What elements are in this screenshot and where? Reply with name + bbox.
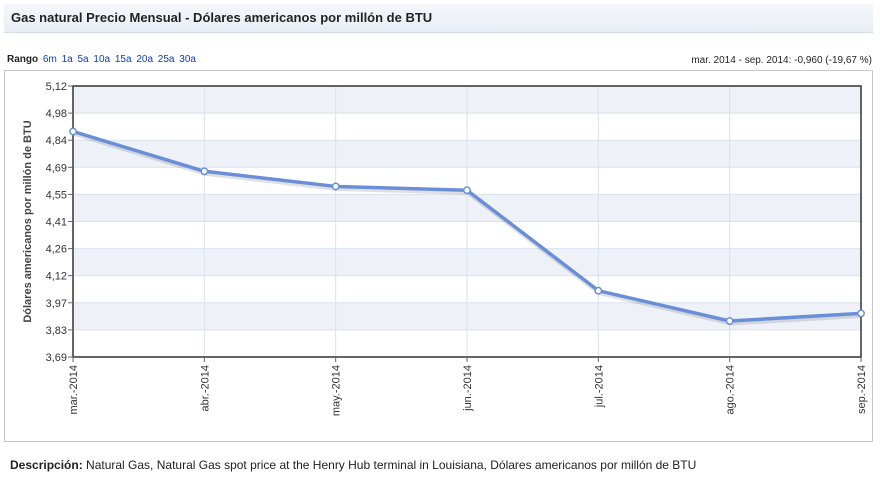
- x-tick-label: may.-2014: [331, 365, 343, 416]
- range-option-25a[interactable]: 25a: [157, 54, 175, 65]
- range-option-30a[interactable]: 30a: [179, 54, 196, 65]
- data-point: [857, 309, 865, 318]
- x-tick-label: jun.-2014: [462, 365, 474, 412]
- data-point: [463, 186, 471, 195]
- range-option-5a[interactable]: 5a: [77, 54, 89, 65]
- range-option-6m[interactable]: 6m: [42, 54, 57, 65]
- data-point: [725, 317, 734, 325]
- x-tick-label: ago.-2014: [725, 365, 737, 415]
- range-option-20a[interactable]: 20a: [136, 54, 154, 65]
- range-option-15a[interactable]: 15a: [114, 54, 132, 65]
- chart-frame: 3,69 3,83 3,97 4,12 4,26 4,41 4,55 4,69 4,84 4,98…: [4, 70, 873, 442]
- description: Descripción: Natural Gas, Natural Gas sp…: [10, 458, 696, 472]
- range-option-10a[interactable]: 10a: [93, 54, 111, 65]
- x-tick-label: abr.-2014: [199, 365, 211, 411]
- change-summary: mar. 2014 - sep. 2014: -0,960 (-19,67 %): [691, 55, 872, 66]
- description-text: Natural Gas, Natural Gas spot price at t…: [86, 458, 697, 472]
- data-point: [331, 182, 340, 191]
- range-selector: Rango 6m 1a 5a 10a 15a 20a 25a 30a: [7, 54, 198, 65]
- y-tick-label: 4,98: [46, 108, 67, 120]
- y-tick-label: 4,12: [46, 271, 67, 283]
- y-tick-label: 3,97: [46, 298, 67, 310]
- y-tick-label: 3,69: [46, 352, 67, 364]
- y-tick-label: 4,41: [46, 217, 67, 229]
- title-bar: Gas natural Precio Mensual - Dólares ame…: [4, 4, 873, 33]
- y-tick-label: 4,55: [46, 189, 67, 201]
- range-label: Rango: [7, 54, 39, 65]
- y-axis-title: Dólares americanos por millón de BTU: [22, 120, 34, 322]
- x-tick-label: sep.-2014: [856, 365, 868, 414]
- x-tick-label: mar.-2014: [68, 365, 80, 415]
- data-point: [200, 167, 209, 176]
- y-tick-label: 5,12: [46, 81, 67, 93]
- line-chart: 3,69 3,83 3,97 4,12 4,26 4,41 4,55 4,69 4,84 4,98…: [22, 81, 868, 416]
- x-tick-label: jul.-2014: [593, 365, 605, 408]
- y-tick-label: 4,69: [46, 162, 67, 174]
- y-tick-label: 3,83: [46, 325, 67, 337]
- page-title: Gas natural Precio Mensual - Dólares ame…: [11, 10, 433, 25]
- data-point: [69, 127, 77, 136]
- y-tick-label: 4,84: [46, 135, 67, 147]
- y-tick-label: 4,26: [46, 244, 67, 256]
- range-option-1a[interactable]: 1a: [61, 54, 73, 65]
- data-point: [594, 286, 603, 295]
- description-label: Descripción:: [10, 458, 83, 472]
